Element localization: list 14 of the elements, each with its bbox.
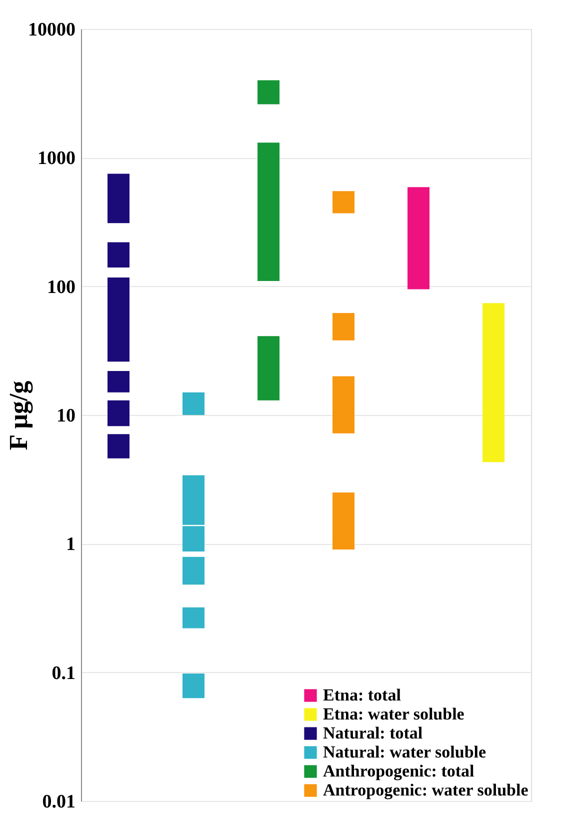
y-tick-label: 1000 [38,148,76,170]
legend-label: Etna: total [323,686,402,704]
y-tick-label: 0.01 [42,792,76,812]
legend-label: Etna: water soluble [323,704,465,724]
legend-label: Anthropogenic: total [323,762,475,780]
y-tick-label: 0.1 [52,662,76,684]
y-tick-label: 10000 [28,20,76,40]
y-tick-label: 10 [56,406,76,426]
y-axis-title: F μg/g [4,380,33,450]
y-tick-label: 1 [66,534,76,556]
legend-label: Natural: total [323,724,423,742]
y-tick-label: 100 [47,276,76,298]
legend-label: Natural: water soluble [323,742,487,762]
legend-label: Antropogenic: water soluble [323,780,529,800]
